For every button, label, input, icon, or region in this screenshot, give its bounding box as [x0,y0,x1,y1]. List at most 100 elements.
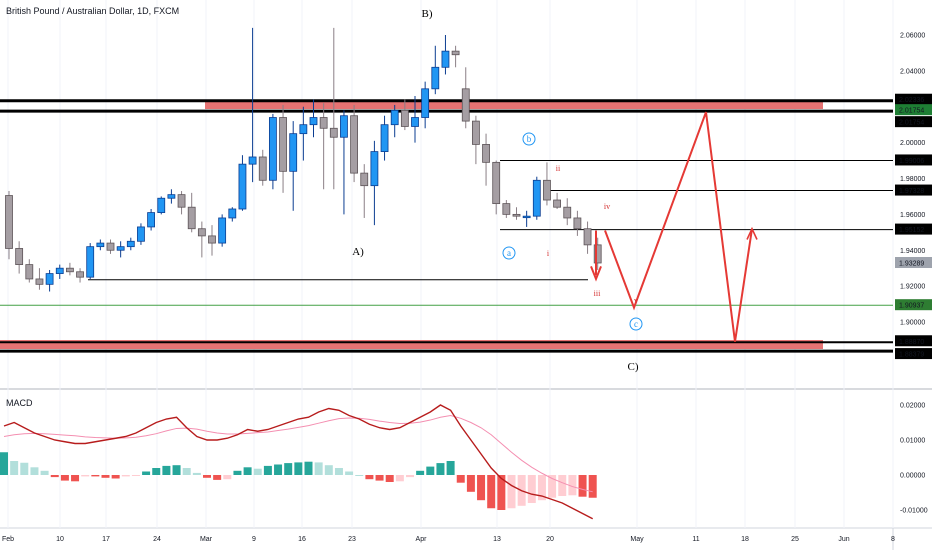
candle-body[interactable] [350,115,359,174]
candle-body[interactable] [76,271,84,278]
macd-histogram-bar [477,475,486,501]
price-axis-tick: 1.96000 [900,212,925,219]
candle-body[interactable] [532,179,541,217]
price-badge-label: 1.95152 [899,227,924,234]
candle-body[interactable] [218,217,227,244]
price-axis-tick: 2.00000 [900,140,925,147]
candle-body[interactable] [543,179,551,201]
candle-body[interactable] [279,117,287,172]
macd-histogram-bar [20,462,29,475]
candle-body[interactable] [157,197,166,213]
candle-body[interactable] [86,246,95,278]
candle-body[interactable] [431,66,440,90]
candle-body[interactable] [411,117,419,127]
candle-body[interactable] [5,195,13,249]
projected-wave-path [604,111,753,342]
candle-body[interactable] [380,124,389,152]
date-axis-tick: 23 [348,536,356,543]
candle-body[interactable] [441,50,450,68]
macd-histogram-bar [111,475,120,479]
price-axis-tick: 1.94000 [900,248,925,255]
macd-histogram-bar [304,461,313,475]
macd-histogram-bar [101,475,110,478]
candle-body[interactable] [55,267,64,274]
candle-body[interactable] [147,212,156,228]
candle-body[interactable] [370,151,379,187]
date-axis-tick: 8 [891,536,895,543]
macd-histogram-bar [0,452,8,475]
date-axis-tick: Jun [838,536,849,543]
candle-body[interactable] [461,88,470,122]
price-badge-label: 2.01754 [899,108,924,115]
macd-axis-tick: 0.01000 [900,438,925,445]
candle-body[interactable] [309,117,318,126]
chart-title: British Pound / Australian Dollar, 1D, F… [6,6,180,16]
price-axis-tick: 1.98000 [900,176,925,183]
candle-body[interactable] [25,264,34,280]
price-badge-label: 2.02336 [899,97,924,104]
macd-signal-line [3,414,593,493]
candle-body[interactable] [137,226,145,242]
candle-body[interactable] [329,127,338,138]
date-axis-tick: May [630,536,644,543]
macd-histogram-bar [50,475,59,478]
candle-body[interactable] [45,273,54,285]
candle-body[interactable] [502,203,511,215]
macd-histogram-bar [497,475,506,510]
macd-histogram-bar [385,475,394,482]
candle-body[interactable] [451,50,460,56]
date-axis-tick: 9 [252,536,256,543]
candle-body[interactable] [167,194,176,199]
candle-body[interactable] [15,248,24,266]
date-axis-tick: 16 [298,536,306,543]
price-badge-bg [895,104,932,116]
date-axis-tick: 11 [692,536,699,543]
candle-body[interactable] [553,199,561,208]
candle-body[interactable] [228,208,237,219]
candle-body[interactable] [421,88,430,118]
price-badge-bg [895,335,932,347]
candle-body[interactable] [400,109,409,127]
candle-body[interactable] [187,206,196,230]
candle-body[interactable] [106,242,115,251]
macd-histogram-bar [91,475,100,477]
candle-body[interactable] [573,217,582,230]
candle-body[interactable] [583,228,592,246]
candle-body[interactable] [208,235,216,244]
candle-body[interactable] [563,206,572,219]
price-badge-bg [895,93,932,105]
price-badge-bg [895,116,932,128]
candle-body[interactable] [66,267,74,273]
price-badge-bg [895,257,932,269]
candle-body[interactable] [177,194,186,208]
candle-body[interactable] [390,109,399,126]
candle-body[interactable] [471,120,480,145]
macd-histogram-bar [253,468,262,475]
candle-body[interactable] [126,240,135,248]
wave-label-v: v [634,296,638,305]
candle-body[interactable] [197,228,206,237]
candle-body[interactable] [289,133,298,172]
candle-body[interactable] [319,117,328,129]
candle-body[interactable] [258,156,267,181]
candle-body[interactable] [492,161,501,205]
candle-body[interactable] [482,144,490,163]
candle-body[interactable] [512,213,521,217]
candle-body[interactable] [96,242,105,248]
candle-body[interactable] [35,278,44,285]
price-axis-tick: 2.04000 [900,68,925,75]
price-badge-label: 1.88870 [899,339,924,346]
wave-label-ii: ii [556,164,561,173]
candle-body[interactable] [522,215,531,219]
candle-body[interactable] [116,246,125,251]
candle-body[interactable] [593,244,602,264]
macd-histogram-bar [375,475,384,481]
candle-body[interactable] [299,124,308,135]
candle-body[interactable] [238,163,247,210]
candle-body[interactable] [268,117,277,181]
candle-body[interactable] [340,115,348,138]
candle-body[interactable] [360,172,369,187]
candle-body[interactable] [248,156,257,165]
